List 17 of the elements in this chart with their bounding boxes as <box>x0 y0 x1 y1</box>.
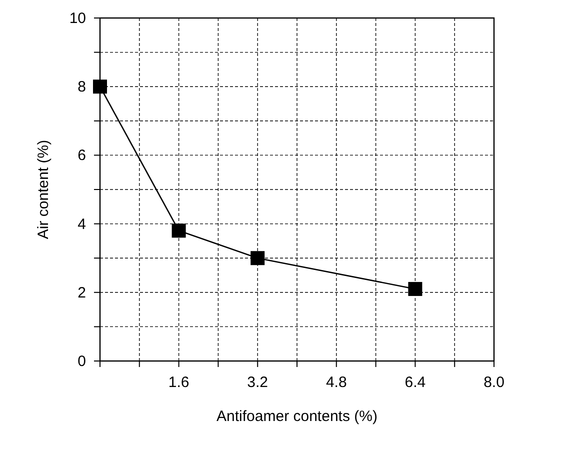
x-axis-title: Antifoamer contents (%) <box>216 408 378 425</box>
point <box>93 80 107 94</box>
y-tick-label: 0 <box>78 353 86 370</box>
x-tick-label: 1.6 <box>168 374 190 391</box>
y-tick-label: 2 <box>78 284 86 302</box>
y-tick-label: 6 <box>78 147 86 164</box>
x-tick-label: 3.2 <box>247 374 268 391</box>
y-tick-label: 8 <box>78 78 86 96</box>
x-tick-label: 8.0 <box>484 374 504 391</box>
y-tick-label: 4 <box>78 216 86 233</box>
x-tick-label: 6.4 <box>404 374 426 391</box>
point <box>408 282 422 296</box>
y-tick-label: 10 <box>69 10 86 27</box>
y-axis-title: Air content (%) <box>35 140 52 240</box>
point <box>250 251 265 266</box>
point <box>172 224 186 238</box>
x-tick-label: 4.8 <box>326 374 347 391</box>
